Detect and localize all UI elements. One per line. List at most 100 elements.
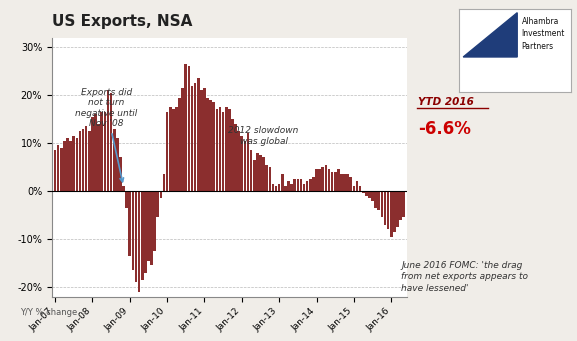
Bar (147, 191, 150, 261)
Bar (324, 165, 327, 191)
Bar (303, 184, 305, 191)
Bar (119, 158, 122, 191)
Bar (132, 191, 134, 270)
Bar (328, 169, 330, 191)
Bar (355, 181, 358, 191)
Bar (107, 90, 109, 191)
Bar (100, 112, 103, 191)
Bar (284, 186, 287, 191)
Bar (178, 98, 181, 191)
Bar (69, 141, 72, 191)
Bar (216, 109, 218, 191)
Bar (250, 150, 253, 191)
Bar (134, 191, 137, 282)
Bar (377, 191, 380, 210)
Bar (185, 64, 187, 191)
Bar (253, 160, 256, 191)
Bar (241, 136, 243, 191)
Bar (150, 191, 153, 266)
Bar (275, 186, 278, 191)
Bar (98, 124, 100, 191)
Bar (293, 179, 296, 191)
Bar (209, 100, 212, 191)
Bar (331, 172, 334, 191)
Bar (265, 165, 268, 191)
Bar (402, 191, 405, 218)
Bar (66, 138, 69, 191)
Bar (371, 191, 374, 201)
Bar (197, 78, 200, 191)
Bar (384, 191, 387, 225)
Bar (190, 86, 193, 191)
Bar (268, 167, 271, 191)
Bar (113, 129, 115, 191)
Bar (334, 172, 336, 191)
Text: YTD 2016: YTD 2016 (418, 98, 474, 107)
Text: US Exports, NSA: US Exports, NSA (52, 14, 192, 29)
Bar (138, 191, 140, 292)
Bar (156, 191, 159, 218)
Bar (141, 191, 144, 280)
Bar (200, 90, 203, 191)
Bar (54, 150, 57, 191)
Bar (225, 107, 227, 191)
Bar (228, 109, 231, 191)
Bar (78, 131, 81, 191)
Bar (160, 191, 162, 198)
Polygon shape (463, 13, 517, 57)
Bar (350, 177, 352, 191)
Bar (321, 167, 324, 191)
Bar (129, 191, 131, 256)
Bar (237, 131, 240, 191)
Bar (299, 179, 302, 191)
Bar (337, 169, 340, 191)
Bar (319, 169, 321, 191)
Bar (365, 191, 368, 196)
Bar (222, 112, 224, 191)
Bar (399, 191, 402, 220)
Bar (94, 114, 97, 191)
Bar (212, 102, 215, 191)
Bar (278, 184, 280, 191)
Bar (188, 66, 190, 191)
Bar (63, 141, 66, 191)
Bar (72, 136, 75, 191)
Bar (57, 146, 59, 191)
Bar (368, 191, 371, 198)
Text: June 2016 FOMC: 'the drag
from net exports appears to
have lessened': June 2016 FOMC: 'the drag from net expor… (401, 261, 528, 293)
Bar (169, 107, 171, 191)
Bar (309, 179, 312, 191)
Bar (390, 191, 392, 237)
Bar (272, 184, 274, 191)
Bar (287, 181, 290, 191)
Bar (290, 184, 293, 191)
Bar (396, 191, 399, 227)
Text: Alhambra
Investment
Partners: Alhambra Investment Partners (522, 17, 565, 50)
Bar (387, 191, 389, 229)
Bar (91, 117, 93, 191)
Bar (206, 98, 209, 191)
Bar (60, 148, 62, 191)
Bar (312, 177, 314, 191)
Bar (263, 158, 265, 191)
Bar (203, 88, 206, 191)
Text: Exports did
not turn
negative until
Nov '08: Exports did not turn negative until Nov … (75, 88, 137, 182)
Bar (166, 112, 168, 191)
Bar (116, 138, 119, 191)
Bar (88, 131, 91, 191)
Bar (122, 186, 125, 191)
Bar (153, 191, 156, 251)
Bar (281, 174, 284, 191)
Bar (144, 191, 147, 273)
Bar (219, 107, 222, 191)
Bar (374, 191, 377, 208)
Text: 2012 slowdown
was global: 2012 slowdown was global (228, 126, 299, 146)
Bar (256, 153, 258, 191)
Bar (359, 186, 361, 191)
Bar (393, 191, 396, 232)
Bar (259, 155, 262, 191)
Bar (315, 169, 318, 191)
Bar (381, 191, 383, 218)
Bar (362, 191, 365, 193)
Bar (85, 126, 88, 191)
